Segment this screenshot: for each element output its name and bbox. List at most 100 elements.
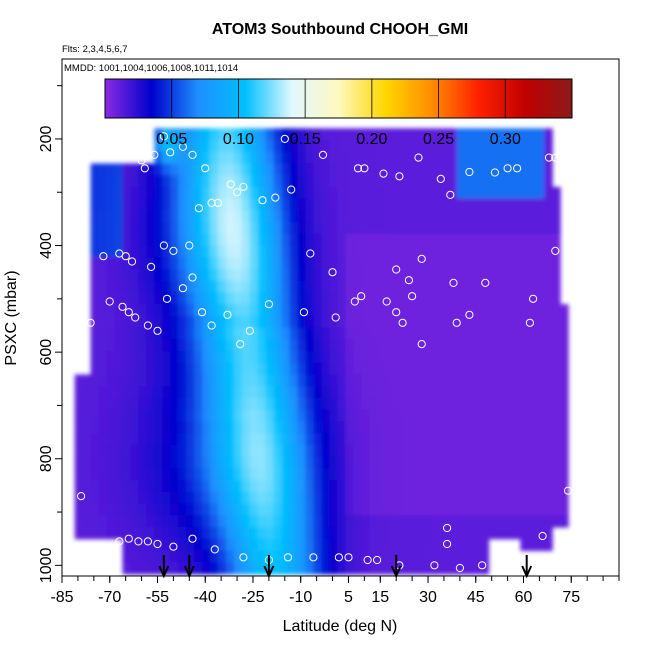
heatmap-cell bbox=[130, 351, 139, 364]
heatmap-cell bbox=[416, 480, 426, 493]
heatmap-cell bbox=[456, 444, 466, 458]
heatmap-cell bbox=[114, 409, 124, 423]
heatmap-cell bbox=[297, 198, 307, 211]
heatmap-cell bbox=[241, 351, 251, 364]
heatmap-cell bbox=[170, 245, 179, 258]
heatmap-cell bbox=[536, 257, 545, 270]
heatmap-cell bbox=[178, 374, 187, 387]
heatmap-cell bbox=[544, 480, 553, 493]
heatmap-cell bbox=[400, 538, 410, 552]
heatmap-cell bbox=[472, 538, 482, 552]
heatmap-cell bbox=[241, 386, 251, 399]
heatmap-cell bbox=[106, 292, 116, 305]
heatmap-cell bbox=[122, 550, 132, 563]
heatmap-cell bbox=[313, 351, 323, 364]
heatmap-cell bbox=[106, 210, 116, 223]
heatmap-cell bbox=[114, 362, 124, 376]
heatmap-cell bbox=[337, 526, 346, 540]
heatmap-cell bbox=[393, 468, 402, 481]
heatmap-cell bbox=[432, 233, 442, 247]
heatmap-cell bbox=[130, 327, 139, 340]
heatmap-cell bbox=[257, 421, 267, 434]
heatmap-cell bbox=[552, 480, 561, 493]
heatmap-cell bbox=[321, 351, 330, 364]
heatmap-cell bbox=[265, 526, 275, 540]
heatmap-cell bbox=[90, 444, 100, 458]
heatmap-cell bbox=[345, 315, 354, 329]
heatmap-cell bbox=[194, 163, 203, 176]
heatmap-cell bbox=[496, 269, 506, 282]
heatmap-cell bbox=[496, 327, 506, 340]
heatmap-cell bbox=[138, 433, 147, 446]
heatmap-cell bbox=[416, 128, 426, 141]
heatmap-cell bbox=[289, 515, 299, 528]
heatmap-cell bbox=[456, 304, 466, 317]
heatmap-cell bbox=[210, 480, 219, 493]
y-tick-label: 600 bbox=[38, 339, 55, 366]
heatmap-cell bbox=[273, 163, 283, 176]
heatmap-cell bbox=[528, 292, 537, 305]
heatmap-cell bbox=[385, 562, 394, 575]
heatmap-cell bbox=[361, 198, 370, 211]
heatmap-cell bbox=[488, 151, 498, 165]
heatmap-cell bbox=[385, 304, 394, 317]
heatmap-cell bbox=[225, 163, 235, 176]
heatmap-cell bbox=[241, 468, 251, 481]
heatmap-cell bbox=[106, 198, 116, 211]
heatmap-cell bbox=[329, 140, 338, 153]
heatmap-cell bbox=[385, 151, 394, 165]
heatmap-cell bbox=[512, 315, 521, 329]
heatmap-cell bbox=[440, 198, 450, 211]
heatmap-cell bbox=[408, 562, 418, 575]
heatmap-cell bbox=[281, 128, 291, 141]
heatmap-cell bbox=[273, 280, 283, 294]
heatmap-cell bbox=[257, 186, 267, 200]
heatmap-cell bbox=[273, 292, 283, 305]
heatmap-cell bbox=[122, 421, 132, 434]
heatmap-cell bbox=[393, 257, 402, 270]
heatmap-cell bbox=[178, 304, 187, 317]
heatmap-cell bbox=[337, 339, 346, 352]
heatmap-cell bbox=[257, 339, 267, 352]
heatmap-cell bbox=[162, 327, 171, 340]
heatmap-cell bbox=[345, 409, 354, 423]
heatmap-cell bbox=[552, 491, 561, 505]
heatmap-cell bbox=[257, 210, 267, 223]
heatmap-cell bbox=[488, 233, 498, 247]
heatmap-cell bbox=[321, 550, 330, 563]
heatmap-cell bbox=[305, 433, 315, 446]
heatmap-cell bbox=[249, 421, 259, 434]
heatmap-cell bbox=[520, 386, 529, 399]
heatmap-cell bbox=[464, 503, 474, 516]
heatmap-cell bbox=[106, 515, 116, 528]
heatmap-cell bbox=[345, 515, 354, 528]
heatmap-cell bbox=[305, 304, 315, 317]
heatmap-cell bbox=[345, 163, 354, 176]
heatmap-cell bbox=[297, 409, 307, 423]
heatmap-cell bbox=[241, 245, 251, 258]
heatmap-cell bbox=[265, 386, 275, 399]
heatmap-cell bbox=[385, 222, 394, 235]
heatmap-cell bbox=[377, 351, 386, 364]
heatmap-cell bbox=[321, 175, 330, 188]
heatmap-cell bbox=[257, 245, 267, 258]
heatmap-cell bbox=[440, 397, 450, 411]
heatmap-cell bbox=[138, 480, 147, 493]
heatmap-cell bbox=[98, 280, 108, 294]
heatmap-cell bbox=[440, 222, 450, 235]
heatmap-cell bbox=[194, 433, 203, 446]
heatmap-cell bbox=[377, 186, 386, 200]
heatmap-cell bbox=[488, 409, 498, 423]
heatmap-cell bbox=[393, 397, 402, 411]
heatmap-cell bbox=[488, 292, 498, 305]
heatmap-cell bbox=[400, 374, 410, 387]
heatmap-cell bbox=[217, 550, 227, 563]
heatmap-cell bbox=[305, 409, 315, 423]
heatmap-cell bbox=[512, 292, 521, 305]
heatmap-cell bbox=[512, 163, 521, 176]
heatmap-cell bbox=[114, 503, 124, 516]
heatmap-cell bbox=[98, 409, 108, 423]
heatmap-cell bbox=[257, 433, 267, 446]
heatmap-cell bbox=[544, 140, 553, 153]
heatmap-cell bbox=[369, 327, 378, 340]
